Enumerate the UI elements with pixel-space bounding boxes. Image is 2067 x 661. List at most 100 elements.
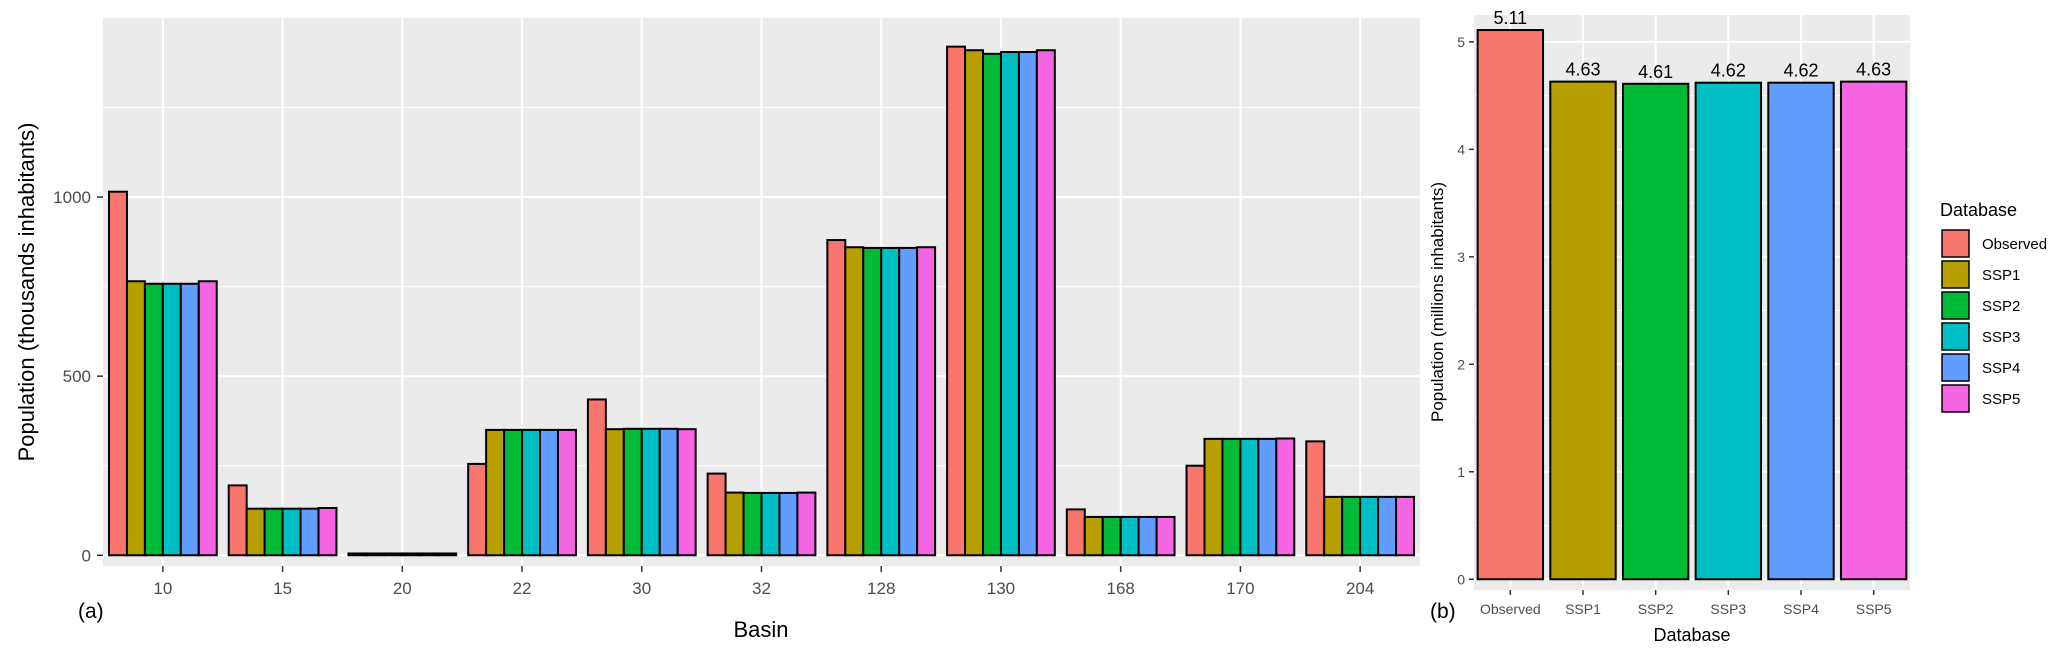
legend-label-SSP4: SSP4 <box>1982 360 2020 377</box>
bar-b-SSP4 <box>1767 81 1835 581</box>
bar-a-22-SSP4 <box>539 428 559 557</box>
bar-b-data-label: 4.62 <box>1711 61 1746 81</box>
bar-a-20-SSP4 <box>419 552 440 557</box>
panel-b-x-tick-label: Observed <box>1480 601 1541 617</box>
bar-a-22-SSP3 <box>521 428 542 557</box>
bar-a-10-SSP4 <box>179 282 200 557</box>
legend-items: Observed SSP1 SSP2 SSP3 SSP4 SSP5 <box>1941 229 2047 413</box>
panel-a-x-tick-label: 168 <box>1106 579 1134 598</box>
panel-b-label: (b) <box>1430 600 1456 623</box>
panel-b-y-tick-label: 4 <box>1457 141 1465 157</box>
bar-a-30-Observed <box>586 398 607 557</box>
legend-label-Observed: Observed <box>1982 236 2047 253</box>
panel-b-data-labels: 5.11 4.63 4.61 4.62 4.62 4.63 <box>1493 8 1891 82</box>
panel-a-x-tick-label: 32 <box>752 579 771 598</box>
bar-b-Observed <box>1476 29 1545 581</box>
panel-b-x-tick-label: SSP1 <box>1565 601 1601 617</box>
bar-a-170-SSP5 <box>1275 437 1296 557</box>
panel-a-x-tick-label: 10 <box>153 579 172 598</box>
bar-b-SSP5 <box>1839 80 1908 581</box>
panel-a-x-axis-label: Basin <box>733 617 788 642</box>
bar-a-30-SSP2 <box>622 427 643 557</box>
bar-b-SSP3 <box>1694 81 1763 581</box>
bar-a-204-SSP3 <box>1359 495 1380 557</box>
bar-a-168-SSP5 <box>1155 515 1176 557</box>
bar-a-128-SSP2 <box>862 246 883 557</box>
panel-b-y-tick-label: 3 <box>1457 249 1465 265</box>
legend-label-SSP2: SSP2 <box>1982 298 2020 315</box>
panel-b-x-tick-label: SSP2 <box>1638 601 1674 617</box>
bar-a-30-SSP5 <box>676 428 697 557</box>
bar-a-30-SSP4 <box>658 427 679 557</box>
panel-a-x-tick-label: 20 <box>393 579 412 598</box>
legend-swatch-SSP5 <box>1941 384 1970 413</box>
bar-a-170-SSP4 <box>1257 437 1278 557</box>
panel-a-y-tick-label: 1000 <box>53 188 91 207</box>
panel-b-background <box>1474 15 1910 590</box>
legend-label-SSP3: SSP3 <box>1982 329 2020 346</box>
bar-a-20-Observed <box>347 552 368 557</box>
bar-a-130-SSP1 <box>964 49 984 557</box>
panel-a-bars <box>107 45 1416 557</box>
bar-a-204-SSP1 <box>1323 495 1344 557</box>
bar-a-130-SSP5 <box>1035 49 1056 557</box>
bar-a-204-SSP4 <box>1377 495 1398 557</box>
panel-a-chart: 0 500 1000 10 15 20 22 30 32 128 130 168 170 204 Bas… <box>14 18 1420 642</box>
bar-a-170-SSP3 <box>1239 437 1260 557</box>
bar-a-22-SSP2 <box>503 428 524 557</box>
panel-a-x-tick-label: 204 <box>1346 579 1374 598</box>
bar-a-10-SSP1 <box>125 280 146 557</box>
bar-a-10-SSP3 <box>161 282 182 557</box>
panel-a-x-tick-label: 15 <box>273 579 292 598</box>
panel-a-y-axis-label: Population (thousands inhabitants) <box>14 123 39 462</box>
panel-b-y-ticks: 0 1 2 3 4 5 <box>1457 34 1474 587</box>
bar-a-15-SSP1 <box>245 507 266 557</box>
panel-a-x-tick-label: 30 <box>632 579 651 598</box>
panel-b-x-axis-label: Database <box>1653 625 1730 645</box>
bar-a-168-SSP1 <box>1083 515 1104 557</box>
legend-swatch-SSP2 <box>1941 291 1970 320</box>
bar-a-130-SSP2 <box>981 52 1002 557</box>
bar-b-data-label: 4.63 <box>1856 60 1891 80</box>
bar-a-15-SSP3 <box>281 507 302 557</box>
bar-a-15-SSP4 <box>299 507 320 557</box>
bar-b-data-label: 4.61 <box>1638 62 1673 82</box>
bar-a-32-SSP2 <box>742 491 763 557</box>
bar-a-20-SSP5 <box>437 552 458 557</box>
panel-b-y-tick-label: 2 <box>1457 356 1465 372</box>
panel-a-x-ticks: 10 15 20 22 30 32 128 130 168 170 204 <box>153 566 1374 598</box>
panel-a-x-tick-label: 22 <box>513 579 532 598</box>
bar-a-20-SSP1 <box>365 552 386 557</box>
bar-a-20-SSP3 <box>401 552 422 557</box>
bar-a-32-SSP4 <box>778 491 799 557</box>
bar-a-22-SSP5 <box>556 428 577 557</box>
legend-title: Database <box>1940 200 2017 220</box>
bar-a-170-Observed <box>1185 464 1206 557</box>
bar-a-22-Observed <box>467 462 488 557</box>
panel-a-y-tick-label: 0 <box>82 546 91 565</box>
bar-a-130-SSP4 <box>1017 51 1038 557</box>
legend-label-SSP5: SSP5 <box>1982 391 2020 408</box>
bar-a-128-Observed <box>826 239 847 557</box>
panel-a-x-tick-label: 170 <box>1226 579 1254 598</box>
panel-b-y-axis-label: Population (millions inhabitants) <box>1428 182 1447 422</box>
bar-a-22-SSP1 <box>485 428 506 557</box>
bar-a-168-SSP3 <box>1119 515 1140 557</box>
bar-a-128-SSP1 <box>844 246 865 557</box>
panel-b-x-tick-label: SSP5 <box>1856 601 1892 617</box>
bar-a-168-SSP4 <box>1137 515 1158 557</box>
bar-a-10-Observed <box>107 190 128 557</box>
bar-a-20-SSP2 <box>383 552 404 557</box>
legend: Database Observed SSP1 SSP2 SSP3 SSP4 SSP5 <box>1940 200 2047 413</box>
panel-a-y-ticks: 0 500 1000 <box>53 188 103 565</box>
bar-a-15-SSP5 <box>317 506 338 557</box>
bar-b-data-label: 5.11 <box>1493 8 1527 28</box>
bar-a-15-SSP2 <box>263 507 284 557</box>
bar-a-204-Observed <box>1305 440 1326 557</box>
panel-b-x-tick-label: SSP4 <box>1783 601 1819 617</box>
panel-a-label: (a) <box>78 600 104 623</box>
legend-label-SSP1: SSP1 <box>1982 267 2020 284</box>
bar-a-128-SSP3 <box>880 246 901 557</box>
bar-a-128-SSP4 <box>898 246 919 557</box>
